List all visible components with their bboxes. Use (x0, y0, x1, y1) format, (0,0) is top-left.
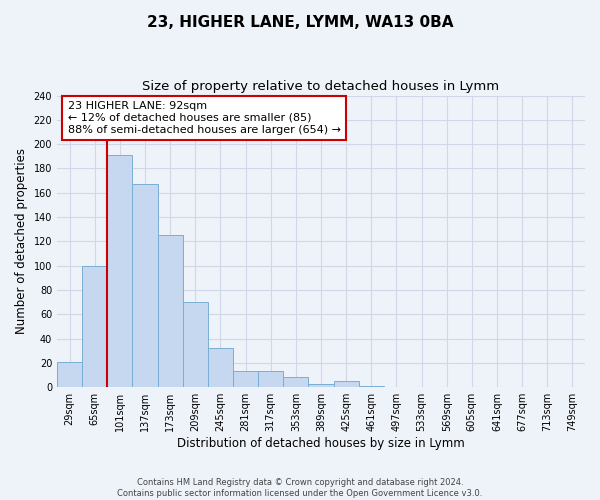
Bar (57, 362, 82, 387)
Bar (258, 372, 283, 387)
Text: 23, HIGHER LANE, LYMM, WA13 0BA: 23, HIGHER LANE, LYMM, WA13 0BA (147, 15, 453, 30)
Y-axis label: Number of detached properties: Number of detached properties (15, 148, 28, 334)
Bar (107, 155, 133, 387)
Bar (334, 381, 359, 387)
Bar (208, 348, 233, 387)
Bar (308, 384, 334, 387)
Bar (359, 386, 384, 387)
Text: Contains HM Land Registry data © Crown copyright and database right 2024.
Contai: Contains HM Land Registry data © Crown c… (118, 478, 482, 498)
X-axis label: Distribution of detached houses by size in Lymm: Distribution of detached houses by size … (177, 437, 465, 450)
Title: Size of property relative to detached houses in Lymm: Size of property relative to detached ho… (142, 80, 500, 93)
Bar (183, 302, 208, 387)
Bar (283, 378, 308, 387)
Bar (233, 372, 258, 387)
Bar (82, 266, 107, 387)
Bar (158, 236, 183, 387)
Text: 23 HIGHER LANE: 92sqm
← 12% of detached houses are smaller (85)
88% of semi-deta: 23 HIGHER LANE: 92sqm ← 12% of detached … (68, 102, 341, 134)
Bar (133, 184, 158, 387)
